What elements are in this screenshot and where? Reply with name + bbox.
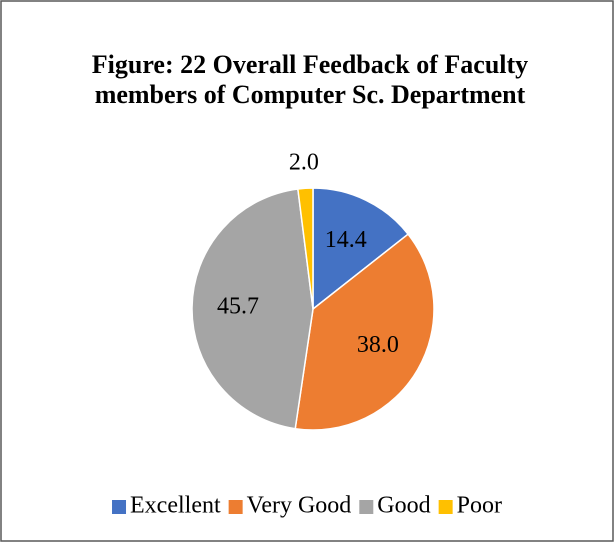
- legend-swatch: [228, 500, 243, 514]
- legend-swatch: [112, 500, 127, 514]
- pie-slice: [297, 187, 314, 310]
- pie-slice: [312, 187, 410, 311]
- legend-label: Poor: [457, 493, 502, 519]
- data-label: 38.0: [357, 332, 399, 358]
- chart-title: Figure: 22 Overall Feedback of Faculty m…: [91, 50, 529, 109]
- data-label: 2.0: [289, 150, 319, 176]
- pie-slice: [191, 188, 314, 430]
- legend-label: Very Good: [247, 493, 352, 519]
- pie-slice: [294, 233, 435, 431]
- data-label: 45.7: [217, 294, 259, 320]
- data-label: 14.4: [325, 227, 367, 253]
- legend-swatch: [438, 500, 453, 514]
- legend-label: Excellent: [130, 493, 221, 519]
- legend-label: Good: [377, 493, 430, 519]
- legend-swatch: [359, 500, 374, 514]
